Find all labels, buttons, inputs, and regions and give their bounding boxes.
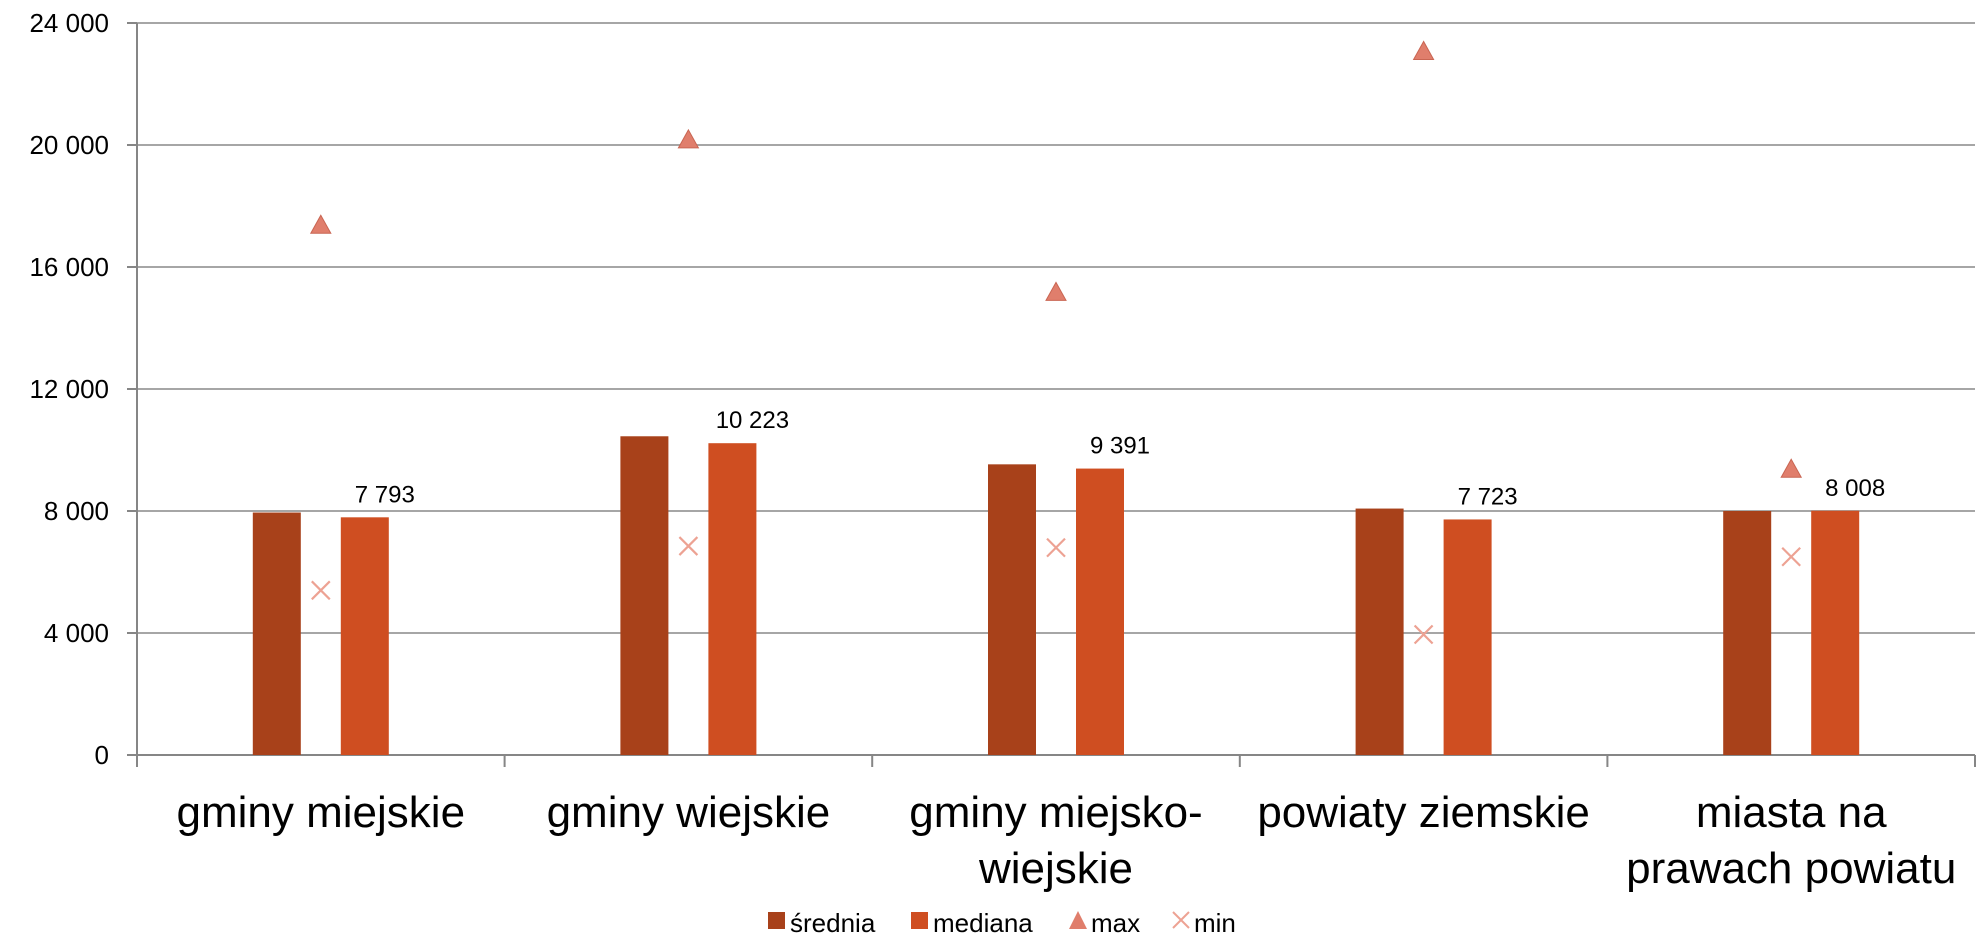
min-marker <box>311 580 331 601</box>
legend-label: mediana <box>933 908 1033 938</box>
data-label: 7 723 <box>1458 483 1518 510</box>
y-tick-label: 16 000 <box>29 252 109 282</box>
data-label: 10 223 <box>716 407 789 434</box>
min-marker <box>1046 537 1066 558</box>
y-tick-label: 4 000 <box>44 618 109 648</box>
x-category-label: gminy miejsko- <box>909 788 1202 837</box>
legend-swatch <box>768 912 785 929</box>
min-marker <box>1781 546 1801 567</box>
max-marker <box>1780 458 1803 478</box>
y-tick-label: 20 000 <box>29 130 109 160</box>
bar <box>340 517 389 755</box>
bar <box>988 464 1036 755</box>
data-label: 9 391 <box>1090 433 1150 460</box>
max-marker <box>1045 281 1067 301</box>
max-marker <box>309 214 332 234</box>
bar <box>1076 468 1124 755</box>
min-marker <box>678 536 699 556</box>
bar <box>620 436 669 755</box>
x-category-label: powiaty ziemskie <box>1257 788 1590 837</box>
legend-swatch <box>911 912 928 929</box>
max-marker <box>1412 40 1435 60</box>
x-category-label: wiejskie <box>978 844 1133 893</box>
legend-label: min <box>1194 908 1236 938</box>
y-tick-label: 8 000 <box>44 496 109 526</box>
bar <box>708 443 757 755</box>
min-marker <box>1413 624 1434 645</box>
legend-label: średnia <box>790 908 876 938</box>
y-tick-label: 12 000 <box>29 374 109 404</box>
x-category-label: gminy miejskie <box>177 788 466 837</box>
data-label: 8 008 <box>1825 475 1885 502</box>
x-category-label: miasta na <box>1696 788 1887 837</box>
bar <box>252 512 301 755</box>
legend-swatch <box>1069 911 1087 929</box>
bar <box>1355 508 1404 755</box>
x-category-label: prawach powiatu <box>1626 844 1956 893</box>
y-tick-label: 24 000 <box>29 8 109 38</box>
max-marker <box>677 128 700 149</box>
bar <box>1811 510 1860 755</box>
bar <box>1443 519 1492 755</box>
data-label: 7 793 <box>355 481 415 508</box>
legend-label: max <box>1091 908 1140 938</box>
bar <box>1723 511 1772 755</box>
legend-swatch <box>1172 911 1190 929</box>
x-category-label: gminy wiejskie <box>547 788 831 837</box>
y-tick-label: 0 <box>95 740 109 770</box>
